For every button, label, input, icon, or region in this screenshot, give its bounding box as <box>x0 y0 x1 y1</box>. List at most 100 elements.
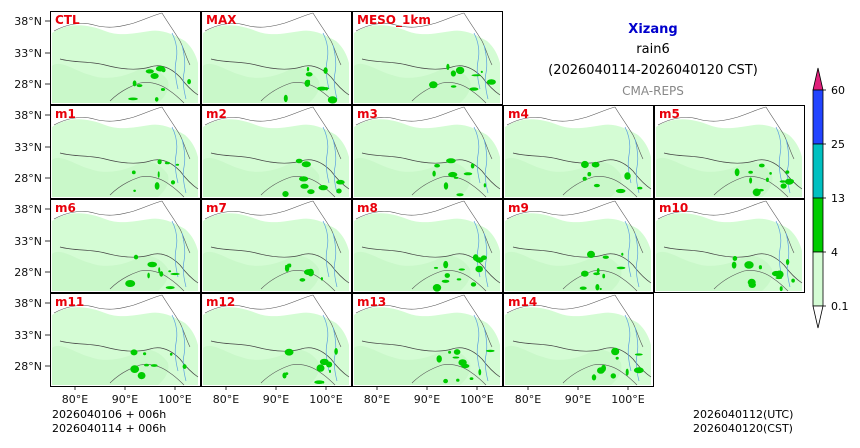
map-panel-m10: m10 <box>654 199 805 293</box>
rain-cell <box>150 73 159 79</box>
colorbar-level-label: 0.1 <box>831 300 849 313</box>
rain-cell <box>456 378 460 382</box>
rain-cell <box>471 74 481 77</box>
rain-cell <box>131 170 136 175</box>
rain-cell <box>771 270 781 277</box>
rain-cell <box>433 266 439 269</box>
panel-label: m8 <box>357 201 378 215</box>
map-panel-m2: m2 <box>201 105 352 199</box>
rain-cell <box>624 172 631 180</box>
title-period: (2026040114-2026040120 CST) <box>548 63 758 78</box>
rain-cell <box>602 255 609 259</box>
panel-frame <box>201 293 352 387</box>
rain-cell <box>779 180 787 183</box>
rain-cell <box>323 67 328 74</box>
rain-cell <box>769 172 772 175</box>
rain-cell <box>611 347 620 356</box>
rain-cell <box>157 171 160 178</box>
panel-frame <box>50 293 201 387</box>
rain-cell <box>779 286 783 292</box>
rain-cell <box>587 250 595 258</box>
rain-cell <box>470 163 475 169</box>
rain-cell <box>581 270 589 277</box>
rain-cell <box>285 372 289 375</box>
rain-cell <box>596 268 600 274</box>
lon-tick-label: 90°E <box>263 393 289 406</box>
panel-label: m4 <box>508 107 529 121</box>
lat-tick-label: 28°N <box>14 360 42 373</box>
rain-cell <box>301 161 311 168</box>
rain-cell <box>283 94 288 103</box>
colorbar-level-label: 25 <box>831 138 845 151</box>
rain-cell <box>132 80 137 87</box>
rain-cell <box>458 359 467 366</box>
rain-cell <box>789 179 794 184</box>
rain-cell <box>299 278 306 282</box>
lon-tick-label: 80°E <box>62 393 88 406</box>
rain-cell <box>158 267 161 273</box>
panel-grid: CTL MAX MESO_1km m1 m2 m3 m4 m5 m6 m7 m8 m9 m10 m11 m1… <box>50 11 805 387</box>
rain-cell <box>475 265 483 273</box>
rain-cell <box>444 273 450 278</box>
map-panel-m7: m7 <box>201 199 352 293</box>
rain-cell <box>133 189 136 192</box>
map-panel-m6: m6 <box>50 199 201 293</box>
panel-frame <box>201 105 352 199</box>
rain-cell <box>625 368 629 376</box>
rain-cell <box>169 352 173 356</box>
map-panel-ctl: CTL <box>50 11 201 105</box>
rain-cell <box>137 372 146 380</box>
rain-cell <box>785 170 790 174</box>
rain-cell <box>304 269 314 276</box>
lon-tick-label: 80°E <box>213 393 239 406</box>
panel-label: m13 <box>357 295 386 309</box>
rain-cell <box>314 380 325 384</box>
rain-cell <box>299 176 309 182</box>
colorbar-segment <box>812 197 824 253</box>
colorbar-segment <box>812 251 824 307</box>
rain-cell <box>282 191 289 197</box>
lon-tick-label: 100°E <box>158 393 191 406</box>
title-region: Xizang <box>628 22 677 37</box>
panel-frame <box>50 105 201 199</box>
rain-cell <box>791 278 795 283</box>
rain-cell <box>318 185 328 191</box>
rain-cell <box>336 179 345 185</box>
rain-cell <box>747 278 756 286</box>
rain-cell <box>443 182 449 190</box>
panel-label: m3 <box>357 107 378 121</box>
rain-cell <box>480 70 483 74</box>
rain-cell <box>463 172 473 176</box>
rain-cell <box>591 161 600 168</box>
panel-label: CTL <box>55 13 80 27</box>
rain-cell <box>470 282 477 287</box>
title-source: CMA-REPS <box>622 84 684 98</box>
colorbar-level-label: 60 <box>831 84 845 97</box>
rain-cell <box>582 176 587 181</box>
rain-cell <box>758 163 765 168</box>
panel-label: m5 <box>659 107 680 121</box>
panel-frame <box>352 199 503 293</box>
panel-frame <box>201 11 352 105</box>
rain-cell <box>615 188 626 194</box>
panel-frame <box>654 199 805 293</box>
rain-cell <box>637 186 643 190</box>
rain-cell <box>579 286 587 290</box>
rain-cell <box>441 279 450 283</box>
colorbar-over-triangle <box>812 67 824 91</box>
panel-frame <box>503 199 654 293</box>
rain-cell <box>322 87 329 90</box>
rain-cell <box>458 268 465 271</box>
map-panel-m4: m4 <box>503 105 654 199</box>
rain-cell <box>336 188 342 194</box>
rain-cell <box>748 170 753 174</box>
rain-cell <box>483 183 487 188</box>
rain-cell <box>434 163 440 168</box>
rain-cell <box>621 252 624 256</box>
rain-cell <box>160 88 166 91</box>
rain-cell <box>456 278 462 281</box>
rain-cell <box>436 355 442 363</box>
panel-frame <box>352 11 503 105</box>
rain-cell <box>475 257 484 263</box>
rain-cell <box>758 188 764 192</box>
